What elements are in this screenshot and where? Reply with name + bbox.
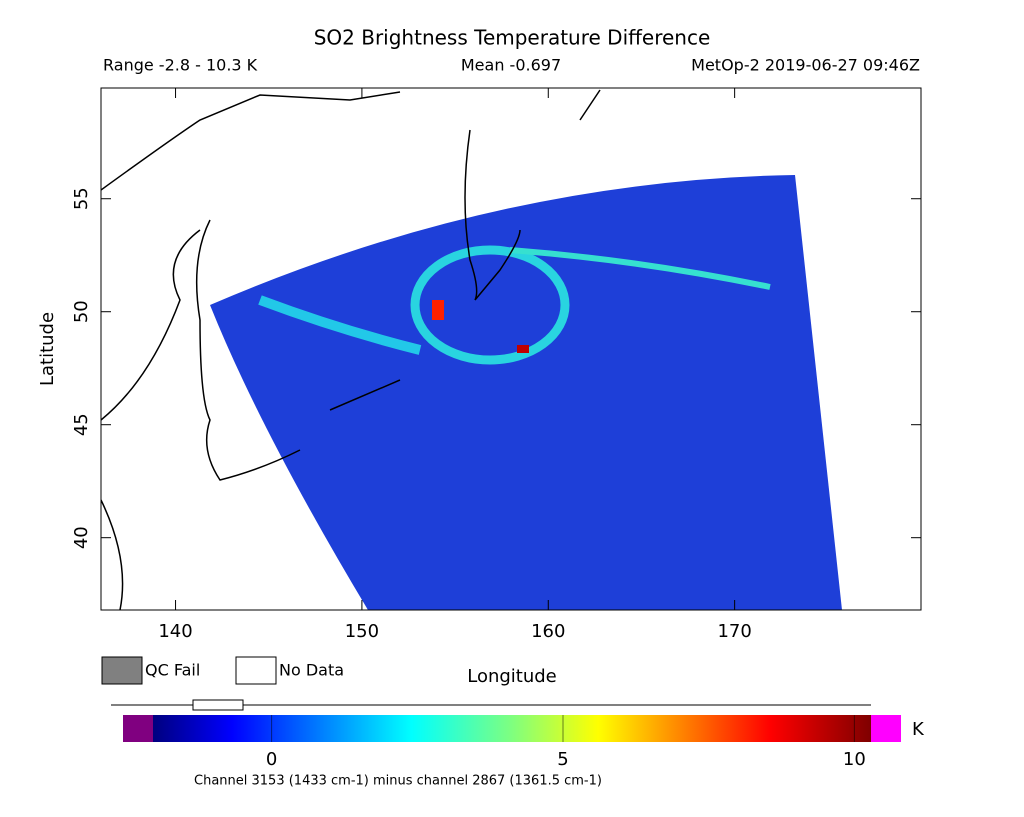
map-layer [101, 89, 842, 610]
colorbar-under [123, 715, 153, 742]
legend-label: No Data [279, 661, 344, 680]
legend-swatch [101, 656, 143, 685]
subtitle-mean: Mean -0.697 [461, 56, 561, 75]
plume-hot [432, 300, 444, 320]
coastline [101, 89, 601, 610]
x-tick-label: 160 [531, 621, 565, 642]
plot-frame [100, 87, 922, 611]
colorbar [153, 715, 871, 742]
subtitle-sat: MetOp-2 2019-06-27 09:46Z [691, 56, 920, 75]
legend-label: QC Fail [145, 661, 200, 680]
y-tick-label: 45 [71, 413, 92, 436]
plume [258, 295, 422, 355]
colorbar-tick-label: 10 [843, 749, 866, 770]
colorbar-tick-label: 5 [557, 749, 568, 770]
y-tick-label: 50 [71, 300, 92, 323]
y-tick-label: 55 [71, 187, 92, 210]
plume-tail [509, 247, 771, 290]
colorbar-over [871, 715, 901, 742]
y-tick-label: 40 [71, 526, 92, 549]
plume-ring [410, 245, 570, 365]
legend-swatch [235, 656, 277, 685]
plume-hot [517, 345, 529, 353]
colorbar-unit: K [912, 719, 925, 740]
x-tick-label: 140 [158, 621, 192, 642]
footnote: Channel 3153 (1433 cm-1) minus channel 2… [194, 774, 602, 789]
colorbar-tick-label: 0 [266, 749, 277, 770]
x-axis-label: Longitude [467, 666, 557, 687]
y-axis-label: Latitude [37, 312, 58, 386]
swath [210, 175, 842, 610]
x-tick-label: 170 [717, 621, 751, 642]
slider-thumb [192, 699, 244, 711]
title: SO2 Brightness Temperature Difference [314, 26, 711, 50]
x-tick-label: 150 [345, 621, 379, 642]
subtitle-range: Range -2.8 - 10.3 K [103, 56, 258, 75]
